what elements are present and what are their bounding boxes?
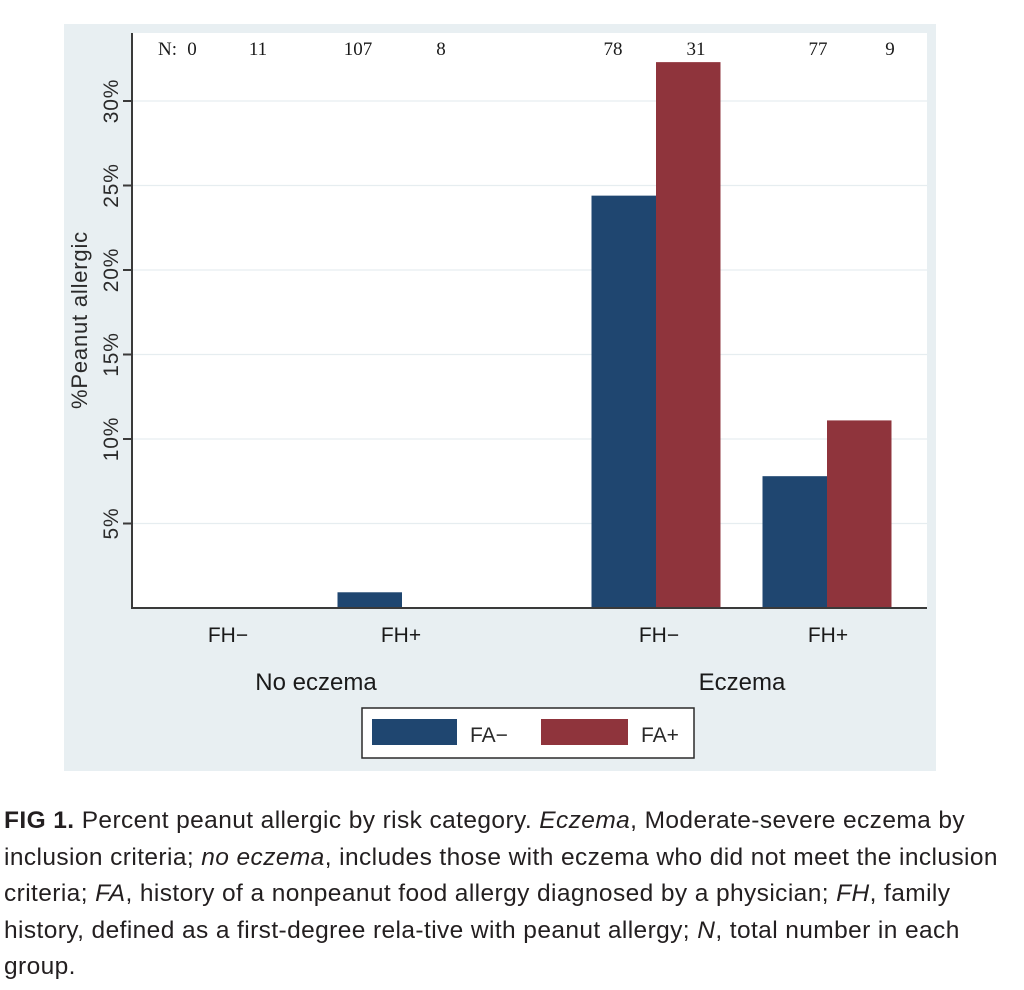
n-label: 0 bbox=[187, 39, 197, 60]
x-category-label: FH− bbox=[208, 624, 248, 647]
bar-eczema-fh-minus-fa-plus bbox=[656, 62, 721, 608]
y-tick-label: 10% bbox=[100, 417, 123, 461]
caption-term: no eczema bbox=[201, 843, 325, 871]
y-tick-label: 15% bbox=[100, 332, 123, 376]
legend-label-fa-minus: FA− bbox=[470, 724, 508, 747]
caption-term: FA bbox=[95, 880, 126, 907]
y-ticks: 5% 10% 15% 20% 25% 30% bbox=[100, 79, 132, 540]
x-group-label: No eczema bbox=[255, 669, 377, 696]
caption-segment: , family history, defined as a first-deg… bbox=[4, 880, 951, 944]
n-labels: N: 0 11 107 8 78 31 77 9 bbox=[158, 39, 895, 60]
n-label: 78 bbox=[604, 39, 623, 60]
caption-term: FH bbox=[836, 880, 870, 907]
legend: FA− FA+ bbox=[361, 707, 695, 759]
n-label: 9 bbox=[885, 39, 895, 60]
n-label: 8 bbox=[436, 39, 446, 60]
y-tick-label: 5% bbox=[100, 508, 123, 540]
bar-eczema-fh-plus-fa-minus bbox=[762, 476, 827, 608]
figure-caption: FIG 1. Percent peanut allergic by risk c… bbox=[4, 803, 1004, 986]
bar-eczema-fh-plus-fa-plus bbox=[827, 420, 892, 608]
caption-segment: , history of a nonpeanut food allergy di… bbox=[125, 880, 837, 907]
x-category-label: FH− bbox=[639, 624, 679, 647]
y-tick-label: 25% bbox=[100, 163, 123, 207]
caption-label: FIG 1. bbox=[4, 807, 75, 834]
bar-eczema-fh-minus-fa-minus bbox=[591, 195, 656, 608]
caption-segment: , Moderate-severe eczema by inclusion cr… bbox=[4, 807, 966, 871]
n-label: 77 bbox=[809, 39, 828, 60]
caption-segment: Percent peanut allergic by risk category… bbox=[74, 807, 540, 834]
y-tick-label: 20% bbox=[100, 248, 123, 292]
caption-segment: , total number in each group. bbox=[4, 916, 960, 981]
caption-segment: , includes those with eczema who did not… bbox=[4, 843, 998, 908]
x-category-label: FH+ bbox=[381, 624, 421, 647]
bars bbox=[337, 62, 892, 608]
bar-no-eczema-fh-plus-fa-minus bbox=[337, 592, 402, 608]
n-label: 11 bbox=[249, 39, 267, 60]
x-category-label: FH+ bbox=[808, 624, 848, 647]
legend-swatch-fa-minus bbox=[372, 719, 457, 745]
y-tick-label: 30% bbox=[100, 79, 123, 123]
n-label: 107 bbox=[344, 39, 373, 60]
y-axis-label: %Peanut allergic bbox=[67, 231, 92, 409]
figure: 5% 10% 15% 20% 25% 30% %Peanut allergic N: 0 11… bbox=[64, 24, 936, 771]
caption-term: N bbox=[697, 916, 716, 944]
n-label: 31 bbox=[687, 39, 706, 60]
n-label-prefix: N: bbox=[158, 39, 177, 60]
legend-swatch-fa-plus bbox=[541, 719, 628, 745]
caption-term: Eczema bbox=[539, 807, 631, 834]
x-group-label: Eczema bbox=[699, 669, 786, 696]
gridlines bbox=[133, 100, 927, 525]
legend-label-fa-plus: FA+ bbox=[641, 724, 679, 747]
caption-text: Percent peanut allergic by risk category… bbox=[4, 807, 998, 980]
